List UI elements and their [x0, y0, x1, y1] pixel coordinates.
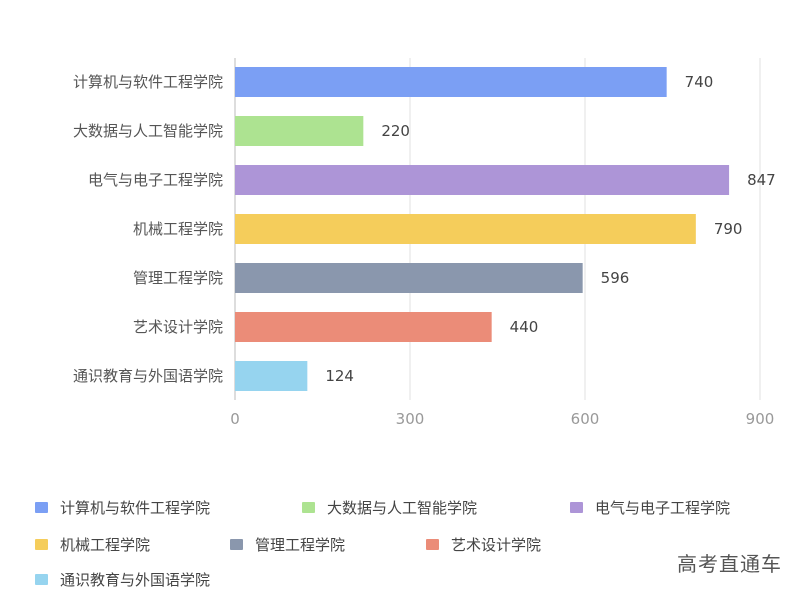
x-axis-ticks: 0 300 600 900: [230, 410, 774, 428]
value-label: 220: [381, 122, 410, 140]
category-labels: 计算机与软件工程学院大数据与人工智能学院电气与电子工程学院机械工程学院管理工程学…: [73, 73, 223, 385]
legend-label: 计算机与软件工程学院: [60, 499, 210, 517]
legend-label: 通识教育与外国语学院: [60, 571, 210, 589]
watermark-text: 高考直通车: [677, 552, 782, 576]
category-label: 管理工程学院: [133, 269, 223, 287]
value-label: 740: [685, 73, 714, 91]
legend-swatch: [302, 502, 315, 513]
bar[interactable]: [235, 116, 364, 146]
bar[interactable]: [235, 263, 583, 293]
legend-label: 艺术设计学院: [451, 536, 541, 554]
legend-label: 大数据与人工智能学院: [327, 499, 477, 517]
value-label: 847: [747, 171, 776, 189]
legend-swatch: [35, 539, 48, 550]
category-label: 机械工程学院: [133, 220, 223, 238]
bar[interactable]: [235, 67, 667, 97]
x-tick-label: 900: [746, 410, 775, 428]
bars: [235, 67, 730, 391]
legend-swatch: [230, 539, 243, 550]
legend-item[interactable]: 通识教育与外国语学院: [35, 571, 210, 589]
value-label: 440: [510, 318, 539, 336]
x-tick-label: 300: [396, 410, 425, 428]
legend-item[interactable]: 大数据与人工智能学院: [302, 499, 477, 517]
x-tick-label: 600: [571, 410, 600, 428]
legend-label: 机械工程学院: [60, 536, 150, 554]
legend-item[interactable]: 机械工程学院: [35, 536, 150, 554]
legend-swatch: [35, 574, 48, 585]
x-tick-label: 0: [230, 410, 240, 428]
legend-item[interactable]: 艺术设计学院: [426, 536, 541, 554]
legend-item[interactable]: 计算机与软件工程学院: [35, 499, 210, 517]
bar[interactable]: [235, 312, 492, 342]
legend-swatch: [570, 502, 583, 513]
value-label: 124: [325, 367, 354, 385]
legend-label: 电气与电子工程学院: [595, 499, 730, 517]
bar[interactable]: [235, 165, 730, 195]
category-label: 大数据与人工智能学院: [73, 122, 223, 140]
value-label: 790: [714, 220, 743, 238]
category-label: 通识教育与外国语学院: [73, 367, 223, 385]
legend-swatch: [35, 502, 48, 513]
category-label: 计算机与软件工程学院: [73, 73, 223, 91]
bar[interactable]: [235, 361, 308, 391]
legend-item[interactable]: 管理工程学院: [230, 536, 345, 554]
category-label: 艺术设计学院: [133, 318, 223, 336]
value-labels: 740 220 847 790 596 440 124: [325, 73, 775, 385]
bar[interactable]: [235, 214, 696, 244]
category-label: 电气与电子工程学院: [88, 171, 223, 189]
legend-item[interactable]: 电气与电子工程学院: [570, 499, 730, 517]
legend-swatch: [426, 539, 439, 550]
legend-label: 管理工程学院: [255, 536, 345, 554]
value-label: 596: [601, 269, 630, 287]
